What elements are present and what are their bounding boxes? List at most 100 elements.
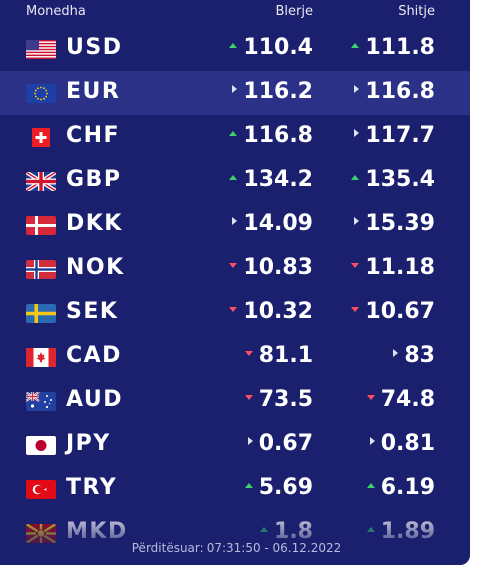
arrow-right-icon [232, 217, 238, 225]
buy-rate: 0.67 [247, 431, 313, 456]
rate-row-eur[interactable]: EUR 116.2 116.8 [0, 71, 470, 115]
buy-column-header: Blerje [275, 4, 313, 19]
arrow-up-icon [229, 130, 238, 136]
rate-row-usd[interactable]: USD 110.4 111.8 [0, 27, 470, 71]
rate-row-jpy[interactable]: JPY 0.67 0.81 [0, 423, 470, 467]
buy-rate-value: 5.69 [258, 475, 313, 500]
sell-rate: 15.39 [354, 211, 435, 236]
sell-rate-value: 0.81 [380, 431, 435, 456]
buy-rate-value: 14.09 [243, 211, 313, 236]
arrow-right-icon [369, 437, 375, 445]
buy-rate: 81.1 [244, 343, 313, 368]
au-flag-icon [26, 392, 56, 411]
last-updated-label: Përditësuar: [131, 541, 204, 555]
arrow-up-icon [229, 42, 238, 48]
buy-rate: 14.09 [232, 211, 313, 236]
currency-code: EUR [66, 79, 121, 104]
currency-code: NOK [66, 255, 125, 280]
sell-rate-value: 11.18 [365, 255, 435, 280]
rate-row-nok[interactable]: NOK 10.83 11.18 [0, 247, 470, 291]
arrow-down-icon [229, 306, 238, 312]
arrow-up-icon [366, 482, 375, 488]
us-flag-icon [26, 40, 56, 59]
buy-rate-value: 110.4 [243, 35, 313, 60]
arrow-up-icon [244, 482, 253, 488]
last-updated: Përditësuar: 07:31:50 - 06.12.2022 [0, 541, 470, 555]
buy-rate: 10.32 [229, 299, 313, 324]
arrow-down-icon [244, 350, 253, 356]
sell-rate-value: 135.4 [365, 167, 435, 192]
last-updated-value: 07:31:50 - 06.12.2022 [206, 541, 342, 555]
buy-rate: 10.83 [229, 255, 313, 280]
sell-rate: 135.4 [351, 167, 435, 192]
currency-code: JPY [66, 431, 111, 456]
buy-rate: 5.69 [244, 475, 313, 500]
sell-rate: 117.7 [354, 123, 435, 148]
no-flag-icon [26, 260, 56, 279]
rate-row-sek[interactable]: SEK 10.32 10.67 [0, 291, 470, 335]
sell-rate: 74.8 [366, 387, 435, 412]
sell-rate: 83 [393, 343, 435, 368]
buy-rate-value: 134.2 [243, 167, 313, 192]
arrow-down-icon [351, 306, 360, 312]
buy-rate-value: 10.83 [243, 255, 313, 280]
arrow-down-icon [351, 262, 360, 268]
rate-row-chf[interactable]: CHF 116.8 117.7 [0, 115, 470, 159]
sell-rate: 10.67 [351, 299, 435, 324]
sell-rate: 0.81 [369, 431, 435, 456]
sell-rate-value: 83 [404, 343, 435, 368]
sell-rate-value: 6.19 [380, 475, 435, 500]
buy-rate: 110.4 [229, 35, 313, 60]
rate-row-gbp[interactable]: GBP 134.2 135.4 [0, 159, 470, 203]
rate-row-cad[interactable]: CAD 81.1 83 [0, 335, 470, 379]
arrow-right-icon [354, 217, 360, 225]
exchange-rates-panel: Monedha Blerje Shitje USD 110.4 111.8 EUR 11… [0, 0, 470, 565]
arrow-up-icon [351, 174, 360, 180]
currency-code: DKK [66, 211, 123, 236]
buy-rate-value: 73.5 [258, 387, 313, 412]
ca-flag-icon [26, 348, 56, 367]
arrow-right-icon [247, 437, 253, 445]
buy-rate-value: 116.8 [243, 123, 313, 148]
arrow-down-icon [366, 394, 375, 400]
buy-rate-value: 0.67 [258, 431, 313, 456]
arrow-right-icon [232, 85, 238, 93]
rate-row-try[interactable]: TRY 5.69 6.19 [0, 467, 470, 511]
buy-rate: 116.8 [229, 123, 313, 148]
gb-flag-icon [26, 172, 56, 191]
sell-rate-value: 116.8 [365, 79, 435, 104]
currency-code: CHF [66, 123, 121, 148]
arrow-right-icon [393, 349, 399, 357]
rate-row-dkk[interactable]: DKK 14.09 15.39 [0, 203, 470, 247]
currency-code: AUD [66, 387, 123, 412]
table-header: Monedha Blerje Shitje [0, 0, 470, 26]
sell-rate-value: 10.67 [365, 299, 435, 324]
buy-rate-value: 116.2 [243, 79, 313, 104]
currency-code: TRY [66, 475, 118, 500]
buy-rate: 116.2 [232, 79, 313, 104]
jp-flag-icon [26, 436, 56, 455]
rate-row-aud[interactable]: AUD 73.5 74.8 [0, 379, 470, 423]
currency-code: GBP [66, 167, 122, 192]
buy-rate: 134.2 [229, 167, 313, 192]
sell-rate-value: 117.7 [365, 123, 435, 148]
sell-rate-value: 15.39 [365, 211, 435, 236]
eu-flag-icon [26, 84, 56, 103]
sell-rate: 116.8 [354, 79, 435, 104]
se-flag-icon [26, 304, 56, 323]
arrow-up-icon [366, 526, 375, 532]
sell-rate: 111.8 [351, 35, 435, 60]
currency-code: SEK [66, 299, 119, 324]
buy-rate: 73.5 [244, 387, 313, 412]
currency-column-header: Monedha [26, 4, 86, 19]
tr-flag-icon [26, 480, 56, 499]
dk-flag-icon [26, 216, 56, 235]
currency-code: CAD [66, 343, 122, 368]
sell-rate: 11.18 [351, 255, 435, 280]
buy-rate-value: 10.32 [243, 299, 313, 324]
arrow-right-icon [354, 85, 360, 93]
currency-code: USD [66, 35, 123, 60]
sell-rate: 6.19 [366, 475, 435, 500]
arrow-down-icon [244, 394, 253, 400]
arrow-up-icon [260, 526, 269, 532]
